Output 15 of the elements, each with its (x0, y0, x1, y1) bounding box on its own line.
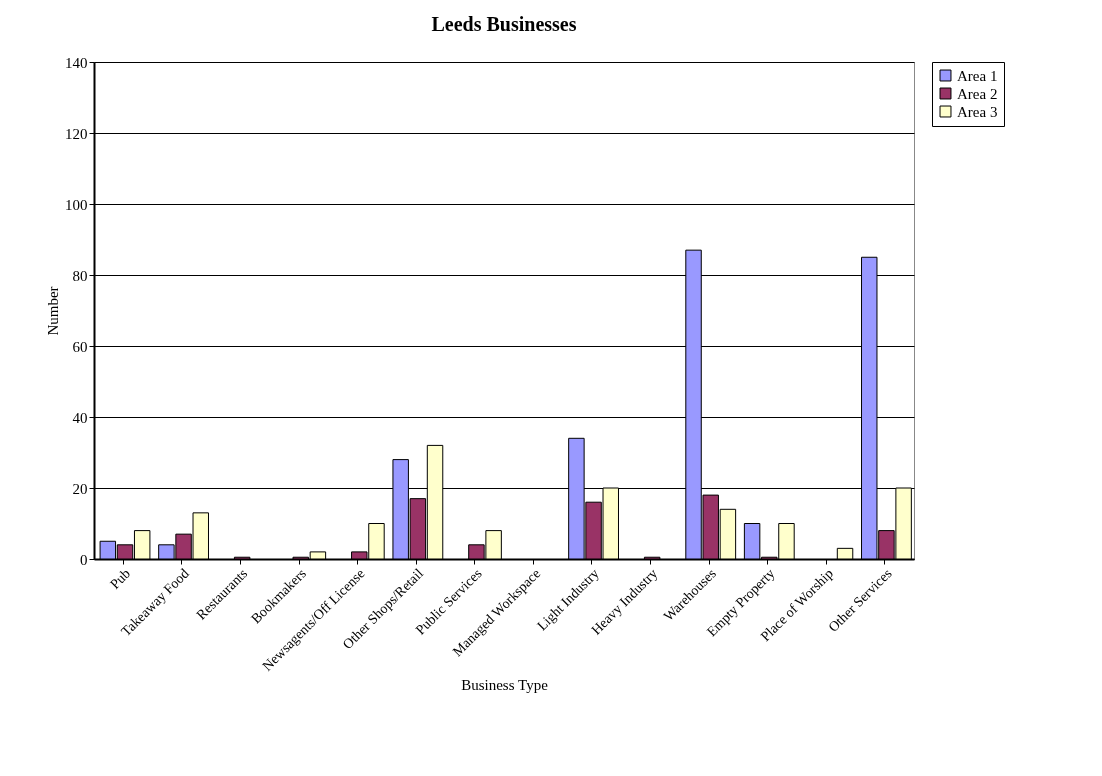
legend-label: Area 2 (957, 85, 998, 102)
x-tick-label: Pub (107, 565, 134, 592)
y-tick-label: 60 (72, 338, 88, 355)
legend-label: Area 3 (957, 103, 998, 120)
y-tick-label: 100 (65, 196, 88, 213)
y-tick-label: 140 (65, 54, 88, 71)
legend-label: Area 1 (957, 67, 998, 84)
y-tick-label: 80 (72, 267, 88, 284)
y-tick-label: 0 (80, 551, 88, 568)
y-axis-title: Number (45, 286, 61, 336)
chart-title: Leeds Businesses (431, 13, 577, 35)
y-tick-label: 40 (72, 409, 88, 426)
x-axis-title: Business Type (461, 676, 549, 693)
y-tick-label: 20 (72, 480, 88, 497)
y-tick-label: 120 (65, 125, 88, 142)
